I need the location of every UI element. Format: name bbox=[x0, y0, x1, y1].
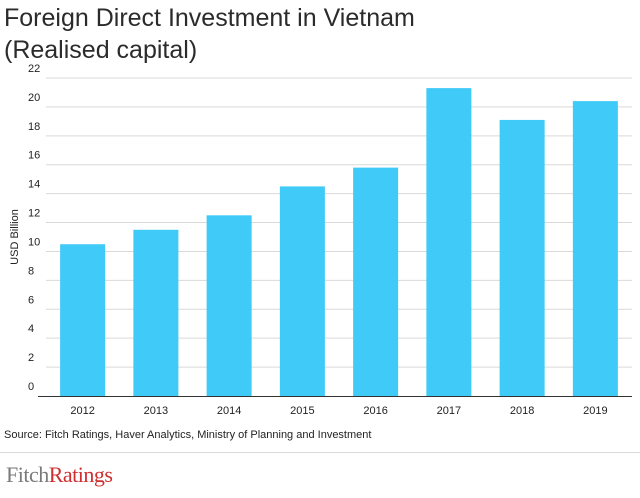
chart-title: Foreign Direct Investment in Vietnam (Re… bbox=[4, 2, 415, 66]
x-tick-label: 2015 bbox=[290, 405, 314, 417]
x-axis-ticks: 2012 2013 2014 2015 2016 2017 2018 2019 bbox=[70, 405, 607, 417]
logo-ratings: Ratings bbox=[48, 462, 113, 487]
y-tick-label: 22 bbox=[28, 63, 40, 75]
x-tick-label: 2014 bbox=[217, 405, 241, 417]
bar-2013 bbox=[133, 229, 179, 396]
y-tick-label: 4 bbox=[28, 323, 34, 335]
y-tick-label: 10 bbox=[28, 236, 40, 248]
chart-title-line2: (Realised capital) bbox=[4, 36, 198, 64]
y-tick-label: 2 bbox=[28, 352, 34, 364]
y-tick-label: 14 bbox=[28, 179, 40, 191]
chart-title-line1: Foreign Direct Investment in Vietnam bbox=[4, 4, 415, 32]
logo-fitch: Fitch bbox=[6, 462, 49, 487]
x-tick-label: 2016 bbox=[363, 405, 387, 417]
x-tick-label: 2012 bbox=[70, 405, 94, 417]
y-tick-label: 0 bbox=[28, 381, 34, 393]
x-tick-label: 2013 bbox=[144, 405, 168, 417]
bar-2017 bbox=[426, 88, 472, 397]
bar-2019 bbox=[572, 101, 618, 397]
y-tick-label: 18 bbox=[28, 121, 40, 133]
y-tick-label: 6 bbox=[28, 294, 34, 306]
y-axis-label: USD Billion bbox=[9, 209, 21, 265]
bar-2018 bbox=[499, 119, 545, 396]
source-note: Source: Fitch Ratings, Haver Analytics, … bbox=[4, 429, 372, 441]
y-tick-label: 20 bbox=[28, 92, 40, 104]
bar-2016 bbox=[353, 167, 399, 396]
bar-chart: 0 2 4 6 8 10 12 14 16 18 20 22 2012 2013 2014 2015 2016… bbox=[9, 63, 632, 417]
bar-2015 bbox=[279, 186, 325, 396]
bar-2012 bbox=[60, 244, 106, 396]
y-tick-label: 12 bbox=[28, 208, 40, 220]
fitch-ratings-logo: FitchRatings bbox=[6, 462, 113, 487]
y-tick-label: 8 bbox=[28, 265, 34, 277]
y-tick-label: 16 bbox=[28, 150, 40, 162]
x-tick-label: 2018 bbox=[510, 405, 534, 417]
x-tick-label: 2019 bbox=[583, 405, 607, 417]
bar-2014 bbox=[206, 215, 252, 396]
y-axis-ticks: 0 2 4 6 8 10 12 14 16 18 20 22 bbox=[28, 63, 40, 393]
bars bbox=[60, 88, 618, 397]
footer-divider bbox=[0, 452, 640, 453]
x-tick-label: 2017 bbox=[437, 405, 461, 417]
